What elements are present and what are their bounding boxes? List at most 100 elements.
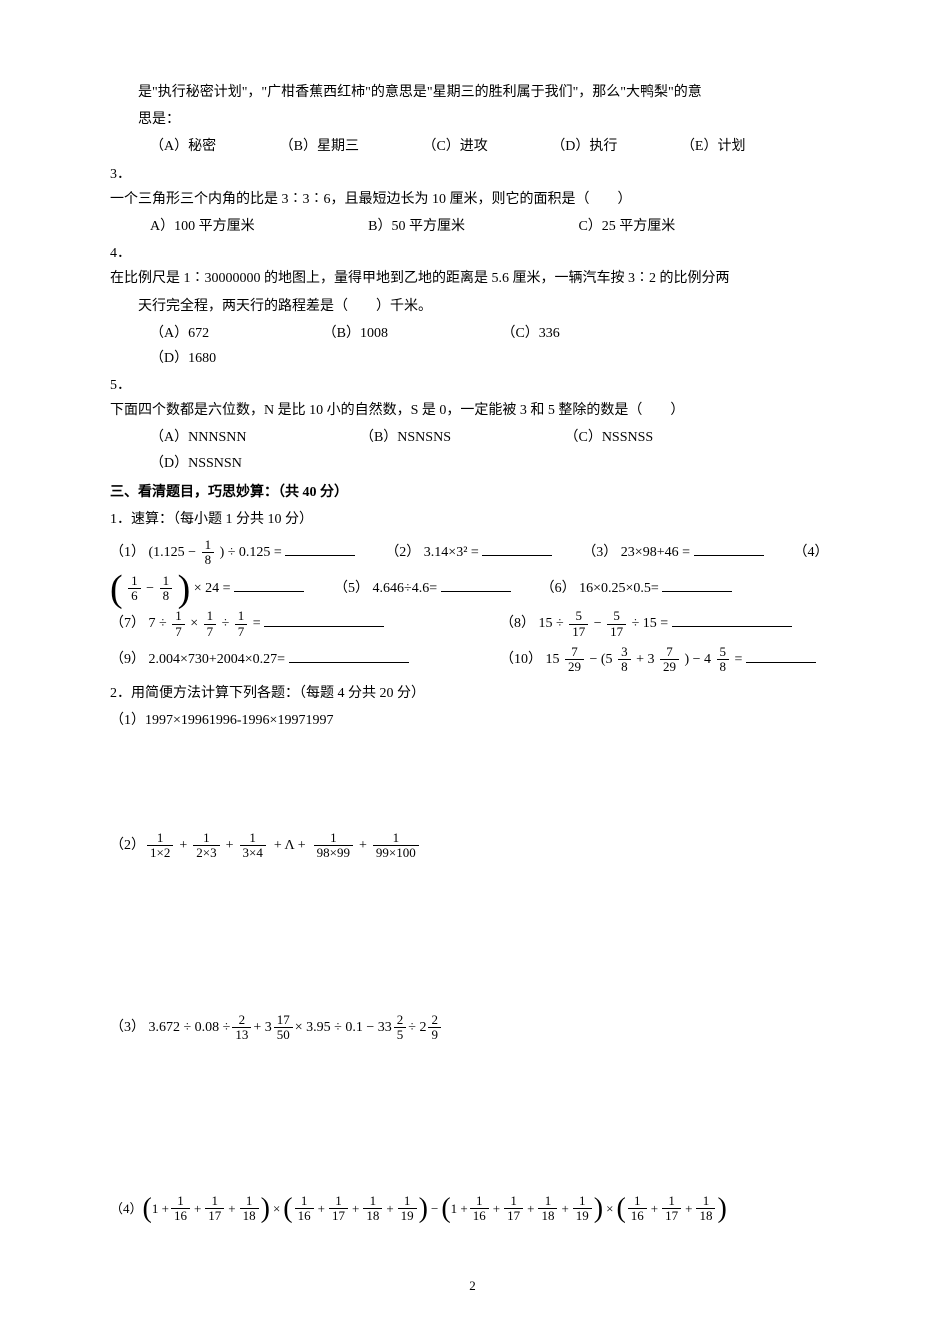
q4-opt-a[interactable]: （A）672 xyxy=(150,321,209,346)
ellipsis: + Λ + xyxy=(274,833,306,858)
frac-1-99x100: 199×100 xyxy=(373,831,419,861)
blank[interactable] xyxy=(694,542,764,556)
frac-1-16b: 116 xyxy=(295,1194,314,1224)
p2-s3-pre: （3） 3.672 ÷ 0.08 ÷ xyxy=(110,1015,230,1040)
p2-s1: （1）1997×19961996-1996×19971997 xyxy=(110,708,835,733)
plus: + xyxy=(651,1197,658,1220)
p1-row1: （1） (1.125 − 18 ) ÷ 0.125 = （2） 3.14×3² … xyxy=(110,538,835,568)
p1-1-a: (1.125 − xyxy=(149,545,197,560)
p1-2: （2） 3.14×3² = xyxy=(385,545,479,560)
blank[interactable] xyxy=(234,578,304,592)
frac-1-2x3: 12×3 xyxy=(193,831,219,861)
frac-7-29a: 729 xyxy=(565,645,584,675)
q5-options: （A）NNNSNN （B）NSNSNS （C）NSSNSS （D）NSSNSN xyxy=(110,425,835,475)
frac-17-50: 1750 xyxy=(274,1013,293,1043)
q3-text: 一个三角形三个内角的比是 3∶3∶6，且最短边长为 10 厘米，则它的面积是（ … xyxy=(110,187,807,212)
p2-s3-m2: × 3.95 ÷ 0.1 − 33 xyxy=(295,1015,392,1040)
q4-options: （A）672 （B）1008 （C）336 （D）1680 xyxy=(110,321,835,371)
plus: + xyxy=(561,1197,568,1220)
p1-5: （5） 4.646÷4.6= xyxy=(334,581,437,596)
q5-opt-a[interactable]: （A）NNNSNN xyxy=(150,425,246,450)
blank[interactable] xyxy=(746,649,816,663)
blank[interactable] xyxy=(285,542,355,556)
opt-e[interactable]: （E）计划 xyxy=(681,134,746,159)
frac-1-16c: 116 xyxy=(470,1194,489,1224)
plus: + xyxy=(318,1197,325,1220)
q5: 5． 下面四个数都是六位数，N 是比 10 小的自然数，S 是 0，一定能被 3… xyxy=(110,373,835,423)
frac-1-8: 18 xyxy=(202,538,215,568)
blank[interactable] xyxy=(662,578,732,592)
lparen-icon: ( xyxy=(110,568,123,610)
q4-opt-c[interactable]: （C）336 xyxy=(501,321,559,346)
q3-opt-b[interactable]: B）50 平方厘米 xyxy=(368,214,465,239)
q5-opt-c[interactable]: （C）NSSNSS xyxy=(564,425,653,450)
frac-2-13: 213 xyxy=(232,1013,251,1043)
p1-item10: （10） 15 729 − (5 38 + 3 729 ) − 4 58 = xyxy=(500,645,816,675)
frac-1-8b: 18 xyxy=(160,574,173,604)
p1-item4-pre: （4） xyxy=(794,540,829,565)
p2-s4: （4） ( 1 + 116 + 117 + 118 ) × ( 116 + 11… xyxy=(110,1194,835,1224)
opt-a[interactable]: （A）秘密 xyxy=(150,134,216,159)
workspace xyxy=(110,735,835,825)
plus: + xyxy=(493,1197,500,1220)
blank[interactable] xyxy=(441,578,511,592)
blank[interactable] xyxy=(482,542,552,556)
blank[interactable] xyxy=(264,613,384,627)
p2-s3: （3） 3.672 ÷ 0.08 ÷ 213 + 3 1750 × 3.95 ÷… xyxy=(110,1013,835,1043)
q4-opt-d[interactable]: （D）1680 xyxy=(150,346,216,371)
frac-5-8: 58 xyxy=(717,645,730,675)
q4-opt-b[interactable]: （B）1008 xyxy=(323,321,388,346)
q4-num: 4． xyxy=(110,241,138,266)
p1-item2: （2） 3.14×3² = xyxy=(385,540,552,565)
q3-opt-c[interactable]: C）25 平方厘米 xyxy=(578,214,675,239)
one-plus: 1 + xyxy=(451,1197,468,1220)
eq: = xyxy=(253,616,261,631)
continuation-line1: 是"执行秘密计划"，"广柑香蕉西红柿"的意思是"星期三的胜利属于我们"，那么"大… xyxy=(110,80,835,105)
frac-1-7a: 17 xyxy=(172,609,185,639)
opt-b[interactable]: （B）星期三 xyxy=(280,134,359,159)
plus: + xyxy=(352,1197,359,1220)
frac-1-16d: 116 xyxy=(628,1194,647,1224)
p1-10-pre: （10） 15 xyxy=(500,652,560,667)
frac-1-18: 118 xyxy=(240,1194,259,1224)
q5-opt-d[interactable]: （D）NSSNSN xyxy=(150,451,242,476)
plus: + xyxy=(226,833,234,858)
opt-d[interactable]: （D）执行 xyxy=(551,134,617,159)
q3: 3． 一个三角形三个内角的比是 3∶3∶6，且最短边长为 10 厘米，则它的面积… xyxy=(110,162,835,212)
page-number: 2 xyxy=(0,1274,945,1297)
p1-8-pre: （8） 15 ÷ xyxy=(500,616,564,631)
q5-opt-b[interactable]: （B）NSNSNS xyxy=(360,425,451,450)
one-plus: 1 + xyxy=(152,1197,169,1220)
frac-1-7b: 17 xyxy=(204,609,217,639)
p2-s2-pre: （2） xyxy=(110,833,145,858)
p2-s3-m3: ÷ 2 xyxy=(408,1015,426,1040)
frac-7-29b: 729 xyxy=(660,645,679,675)
blank[interactable] xyxy=(289,649,409,663)
p1-1-b: ) ÷ 0.125 = xyxy=(220,545,282,560)
p1-10-m3: ) − 4 xyxy=(684,652,711,667)
p1-4-tail: × 24 = xyxy=(194,581,231,596)
plus: + xyxy=(685,1197,692,1220)
blank[interactable] xyxy=(672,613,792,627)
frac-1-18c: 118 xyxy=(538,1194,557,1224)
p1-item7: （7） 7 ÷ 17 × 17 ÷ 17 = xyxy=(110,609,470,639)
p1-item4: ( 16 − 18 ) × 24 = xyxy=(110,574,304,604)
p1-6: （6） 16×0.25×0.5= xyxy=(541,581,659,596)
times: × xyxy=(273,1197,280,1220)
plus: + xyxy=(359,833,367,858)
plus: + xyxy=(386,1197,393,1220)
p2-s2: （2） 11×2 + 12×3 + 13×4 + Λ + 198×99 + 19… xyxy=(110,831,835,861)
q3-opt-a[interactable]: A）100 平方厘米 xyxy=(150,214,255,239)
opt-c[interactable]: （C）进攻 xyxy=(422,134,487,159)
p2-s4-pre: （4） xyxy=(110,1197,143,1220)
p1-8-tail: ÷ 15 = xyxy=(632,616,669,631)
frac-1-16: 116 xyxy=(171,1194,190,1224)
frac-1-19: 119 xyxy=(398,1194,417,1224)
frac-1-17c: 117 xyxy=(504,1194,523,1224)
p1-10-m1: − (5 xyxy=(590,652,613,667)
frac-1-19b: 119 xyxy=(573,1194,592,1224)
frac-5-17b: 517 xyxy=(607,609,626,639)
p1-9: （9） 2.004×730+2004×0.27= xyxy=(110,652,285,667)
eq: = xyxy=(735,652,743,667)
p2-s3-m1: + 3 xyxy=(253,1015,271,1040)
